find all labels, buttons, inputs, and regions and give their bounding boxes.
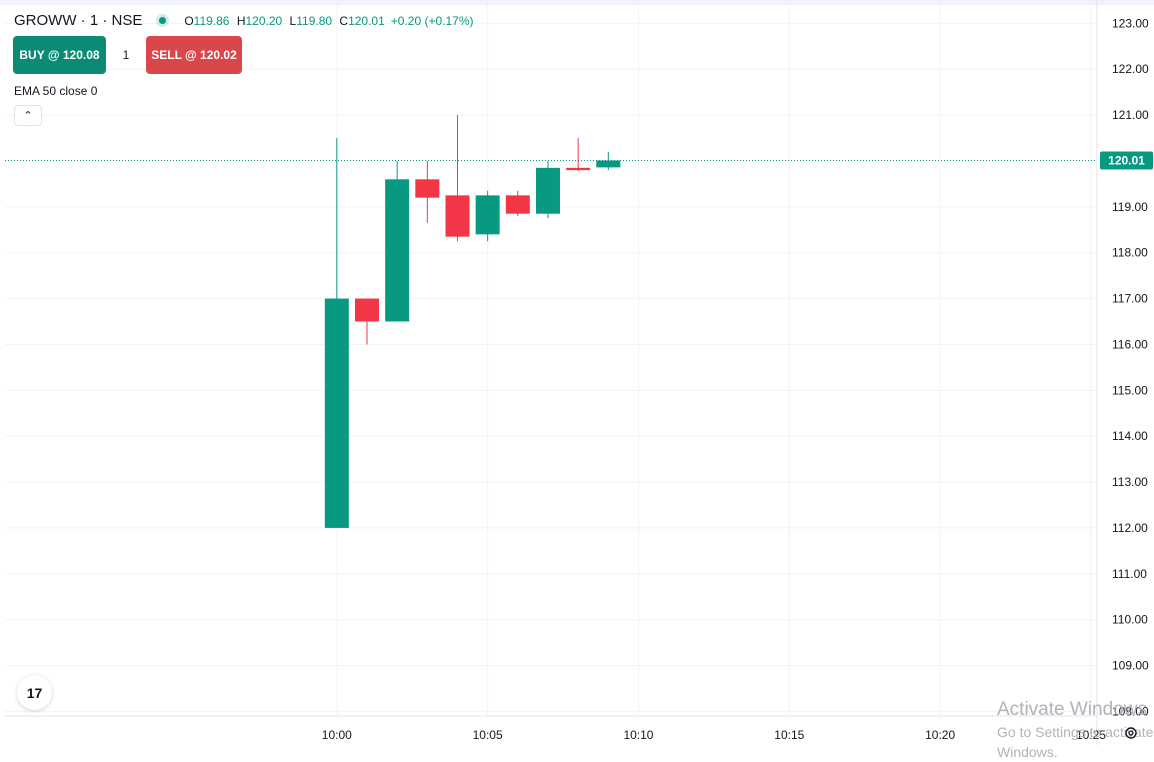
time-tick-label: 10:25 (1076, 728, 1106, 742)
candle-body (535, 167, 560, 214)
price-tick-label: 123.00 (1112, 16, 1149, 30)
symbol-legend: GROWW · 1 · NSE O119.86 H120.20 L119.80 … (14, 12, 474, 29)
price-change: +0.20 (+0.17%) (390, 13, 474, 28)
ohlc-close: C120.01 (336, 13, 385, 28)
logo-text: 17 (26, 684, 43, 701)
candle (385, 160, 410, 322)
candle (445, 115, 470, 242)
close-label: C (339, 13, 349, 28)
candle (596, 151, 621, 171)
open-value: 119.86 (193, 13, 230, 28)
candle-body (505, 195, 530, 214)
candle (505, 190, 530, 217)
candle-body (566, 167, 591, 171)
last-price-label: 120.01 (1108, 154, 1145, 168)
candle (566, 138, 591, 172)
price-tick-label: 117.00 (1112, 292, 1148, 306)
high-value: 120.20 (245, 13, 283, 28)
chevron-up-icon[interactable]: ⌃ (14, 105, 42, 126)
price-tick-label: 119.00 (1112, 200, 1148, 214)
time-tick-label: 10:00 (322, 728, 352, 742)
time-tick-label: 10:15 (774, 728, 804, 742)
candle (535, 160, 560, 219)
time-tick-label: 10:10 (623, 728, 653, 742)
gear-icon[interactable] (1124, 726, 1138, 740)
candle-body (415, 179, 440, 198)
price-axis[interactable]: 123.00122.00121.00120.00119.00118.00117.… (1100, 16, 1153, 718)
price-tick-label: 110.00 (1112, 613, 1148, 627)
ohlc-high: H120.20 (233, 14, 282, 28)
symbol-title[interactable]: GROWW · 1 · NSE (14, 12, 143, 29)
price-tick-label: 109.00 (1112, 659, 1149, 673)
ohlc-open: O119.86 (184, 14, 229, 28)
price-tick-label: 118.00 (1112, 246, 1148, 260)
price-tick-label: 112.00 (1112, 521, 1148, 535)
open-label: O (184, 13, 194, 28)
watermark-title: Activate Windows (997, 699, 1147, 720)
ohlc-low: L119.80 (286, 13, 333, 28)
price-tick-label: 111.00 (1112, 567, 1147, 581)
quantity-field[interactable]: 1 (122, 48, 130, 62)
last-price-badge (1100, 151, 1153, 170)
price-tick-label: 121.00 (1112, 108, 1149, 122)
close-value: 120.01 (348, 13, 385, 28)
candle-body (596, 160, 621, 168)
price-tick-label: 116.00 (1112, 337, 1148, 351)
indicator-legend[interactable]: EMA 50 close 0 (14, 84, 98, 98)
chart-grid (0, 0, 1154, 745)
time-axis[interactable]: 10:00 10:05 10:10 10:15 10:20 10:25 (322, 728, 1106, 742)
top-border (0, 0, 1154, 5)
price-tick-label: 114.00 (1112, 429, 1148, 443)
low-value: 119.80 (296, 13, 333, 28)
buy-button[interactable]: BUY @ 120.08 (13, 36, 106, 74)
candle (415, 160, 440, 223)
market-status-dot (159, 17, 167, 24)
candle (354, 298, 379, 345)
time-tick-label: 10:05 (473, 728, 503, 742)
candle (475, 190, 500, 242)
price-tick-label: 108.00 (1112, 704, 1149, 718)
time-tick-label: 10:20 (925, 728, 955, 742)
candle-body (354, 298, 379, 322)
candle-body (445, 195, 470, 237)
candle-body (475, 195, 500, 235)
trade-panel: BUY @ 120.08 1 SELL @ 120.02 (13, 36, 242, 74)
high-label: H (236, 13, 246, 28)
price-tick-label: 115.00 (1112, 383, 1148, 397)
candle (324, 138, 349, 528)
candle-body (324, 298, 349, 528)
price-tick-label: 113.00 (1112, 475, 1148, 489)
candles (324, 115, 621, 528)
price-chart[interactable]: 123.00122.00121.00120.00119.00118.00117.… (0, 0, 1154, 745)
low-label: L (289, 13, 297, 28)
candle-body (385, 179, 410, 322)
tradingview-logo[interactable]: 17 (17, 675, 52, 710)
sell-button[interactable]: SELL @ 120.02 (146, 36, 242, 74)
price-tick-label: 122.00 (1112, 62, 1149, 76)
